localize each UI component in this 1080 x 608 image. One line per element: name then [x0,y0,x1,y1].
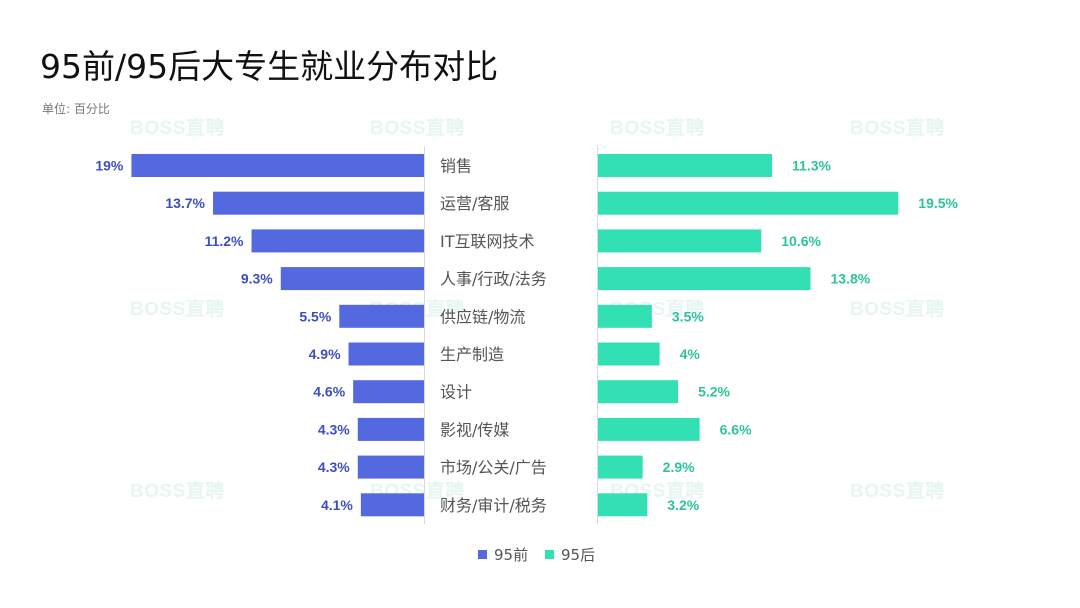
bar-pre95 [348,342,424,366]
bar-post95 [598,493,648,517]
bar-pre95 [213,191,424,215]
data-label-pre95: 5.5% [299,308,331,324]
bar-pre95 [357,455,424,479]
watermark: BOSS直聘 [370,118,465,139]
data-label-pre95: 4.6% [313,384,345,400]
bar-pre95 [339,304,424,328]
category-label: 影视/传媒 [440,420,509,439]
bar-pre95 [360,493,424,517]
category-label: 运营/客服 [440,194,509,213]
data-label-post95: 2.9% [663,459,695,475]
watermark: BOSS直聘 [130,481,225,502]
legend-label-post95: 95后 [561,546,595,564]
unit-label: 单位: 百分比 [42,102,110,116]
watermark: BOSS直聘 [610,118,705,139]
category-label: IT互联网技术 [440,232,535,251]
data-label-post95: 3.5% [672,308,704,324]
data-label-post95: 10.6% [781,233,821,249]
bar-pre95 [131,154,424,177]
data-label-post95: 3.2% [667,497,699,513]
bar-pre95 [280,267,424,291]
category-label: 设计 [440,383,472,402]
bar-post95 [598,154,773,177]
bar-post95 [598,229,762,253]
data-label-pre95: 4.9% [309,346,341,362]
data-label-post95: 4% [680,346,701,362]
bar-post95 [598,342,660,366]
category-label: 人事/行政/法务 [440,270,547,289]
data-label-post95: 19.5% [918,195,958,211]
category-label: 财务/审计/税务 [440,496,547,515]
bar-pre95 [353,380,424,404]
watermark: BOSS直聘 [130,118,225,139]
data-label-pre95: 4.3% [318,459,350,475]
data-label-post95: 13.8% [831,271,871,287]
bar-post95 [598,380,679,404]
data-label-post95: 11.3% [792,158,831,174]
bar-post95 [598,267,811,291]
bar-post95 [598,304,652,328]
data-label-post95: 6.6% [720,421,752,437]
bar-post95 [598,417,700,441]
watermark: BOSS直聘 [850,481,945,502]
category-label: 供应链/物流 [440,307,525,326]
chart-title: 95前/95后大专生就业分布对比 [40,47,499,86]
data-label-pre95: 13.7% [165,195,205,211]
data-label-pre95: 4.3% [318,421,350,437]
legend-swatch-post95 [545,550,554,559]
data-label-post95: 5.2% [698,384,730,400]
watermark: BOSS直聘 [130,299,225,320]
bar-post95 [598,455,643,479]
category-label: 销售 [440,157,472,176]
bar-pre95 [251,229,424,253]
watermark: BOSS直聘 [850,299,945,320]
bar-pre95 [357,417,424,441]
legend-swatch-pre95 [478,550,487,559]
data-label-pre95: 9.3% [241,271,273,287]
category-label: 市场/公关/广告 [440,458,547,477]
bar-post95 [598,191,899,215]
category-label: 生产制造 [440,345,504,364]
data-label-pre95: 11.2% [205,233,244,249]
watermark: BOSS直聘 [850,118,945,139]
data-label-pre95: 4.1% [321,497,353,513]
legend-label-pre95: 95前 [494,546,528,564]
data-label-pre95: 19% [95,158,124,174]
